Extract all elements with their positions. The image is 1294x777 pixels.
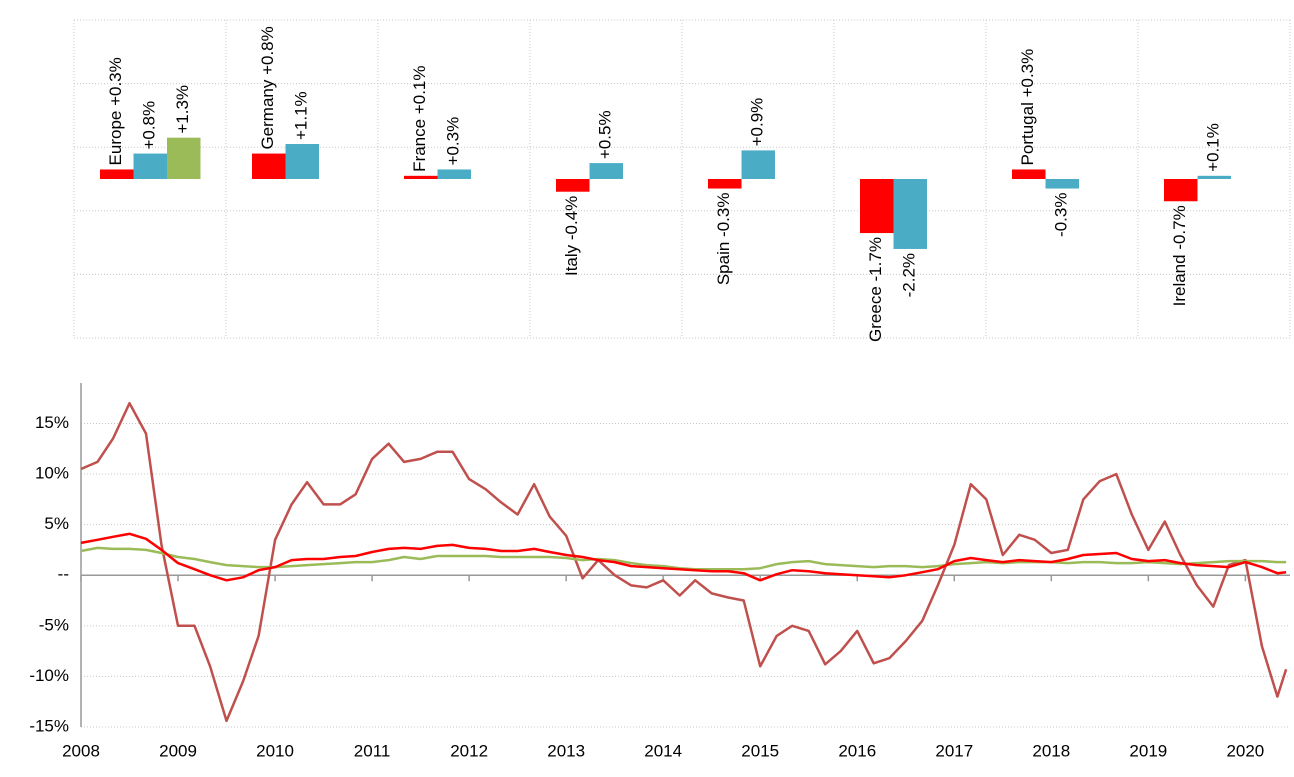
x-tick-label: 2020	[1226, 741, 1264, 760]
data-label: France +0.1%	[410, 66, 429, 172]
x-tick-label: 2018	[1032, 741, 1070, 760]
bar	[556, 179, 590, 192]
y-tick-label: --	[58, 565, 69, 584]
x-tick-label: 2011	[354, 741, 391, 760]
y-tick-label: 15%	[35, 413, 69, 432]
bar	[860, 179, 894, 234]
x-tick-label: 2010	[256, 741, 294, 760]
x-tick-label: 2013	[547, 741, 585, 760]
data-label: +1.3%	[173, 85, 192, 134]
bar	[1197, 175, 1231, 179]
y-tick-label: -15%	[29, 716, 69, 735]
bar	[708, 179, 742, 189]
series-line	[80, 532, 1287, 582]
data-label: -2.2%	[900, 253, 919, 297]
bar	[1012, 169, 1046, 179]
data-label: +0.8%	[140, 101, 159, 150]
x-tick-label: 2016	[838, 741, 876, 760]
data-label: Germany +0.8%	[258, 26, 277, 149]
bar	[404, 175, 438, 179]
bar	[252, 153, 286, 179]
data-label: Italy -0.4%	[562, 196, 581, 276]
data-label: +0.3%	[444, 117, 463, 166]
x-tick-label: 2009	[159, 741, 197, 760]
x-tick-label: 2014	[644, 741, 682, 760]
bar	[1164, 179, 1198, 202]
data-label: Greece -1.7%	[866, 237, 885, 342]
y-tick-label: 5%	[44, 514, 69, 533]
y-tick-label: -5%	[39, 615, 69, 634]
bar	[285, 144, 319, 179]
x-tick-label: 2008	[62, 741, 100, 760]
data-label: +1.1%	[292, 91, 311, 140]
data-label: +0.1%	[1204, 123, 1223, 172]
series-line	[80, 401, 1288, 723]
bar	[437, 169, 471, 179]
data-label: +0.5%	[596, 110, 615, 159]
data-label: Spain -0.3%	[714, 193, 733, 286]
series-line	[80, 546, 1287, 571]
bar	[589, 163, 623, 179]
data-label: +0.9%	[748, 98, 767, 147]
bar	[167, 137, 201, 179]
bar	[133, 153, 167, 179]
x-tick-label: 2015	[741, 741, 779, 760]
x-tick-label: 2012	[450, 741, 488, 760]
x-tick-label: 2019	[1129, 741, 1167, 760]
data-label: Europe +0.3%	[106, 57, 125, 165]
data-label: Portugal +0.3%	[1018, 49, 1037, 166]
bar	[1045, 179, 1079, 189]
y-tick-label: -10%	[29, 666, 69, 685]
data-label: Ireland -0.7%	[1170, 205, 1189, 306]
bar	[893, 179, 927, 249]
x-tick-label: 2017	[935, 741, 973, 760]
bar	[741, 150, 775, 179]
y-tick-label: 10%	[35, 464, 69, 483]
bar	[100, 169, 134, 179]
data-label: -0.3%	[1052, 193, 1071, 237]
